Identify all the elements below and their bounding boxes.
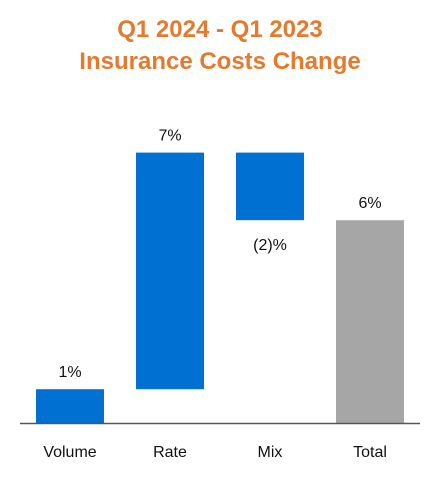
data-label-rate: 7%	[158, 128, 181, 145]
bars-group	[36, 152, 404, 423]
bar-rate	[136, 152, 204, 390]
chart-title-line-2: Insurance Costs Change	[79, 48, 361, 75]
bar-volume	[36, 389, 104, 423]
data-labels-group: 1% 7% (2)% 6%	[58, 128, 381, 382]
x-tick-label-mix: Mix	[258, 444, 283, 461]
x-tick-label-rate: Rate	[153, 444, 187, 461]
x-tick-label-volume: Volume	[43, 444, 96, 461]
chart-title-line-1: Q1 2024 - Q1 2023	[117, 16, 323, 43]
x-tick-label-total: Total	[353, 444, 387, 461]
x-tick-labels-group: Volume Rate Mix Total	[43, 444, 387, 461]
data-label-volume: 1%	[58, 364, 81, 381]
data-label-mix: (2)%	[253, 237, 287, 254]
bar-total	[336, 220, 404, 423]
bar-mix	[236, 152, 304, 221]
data-label-total: 6%	[358, 195, 381, 212]
